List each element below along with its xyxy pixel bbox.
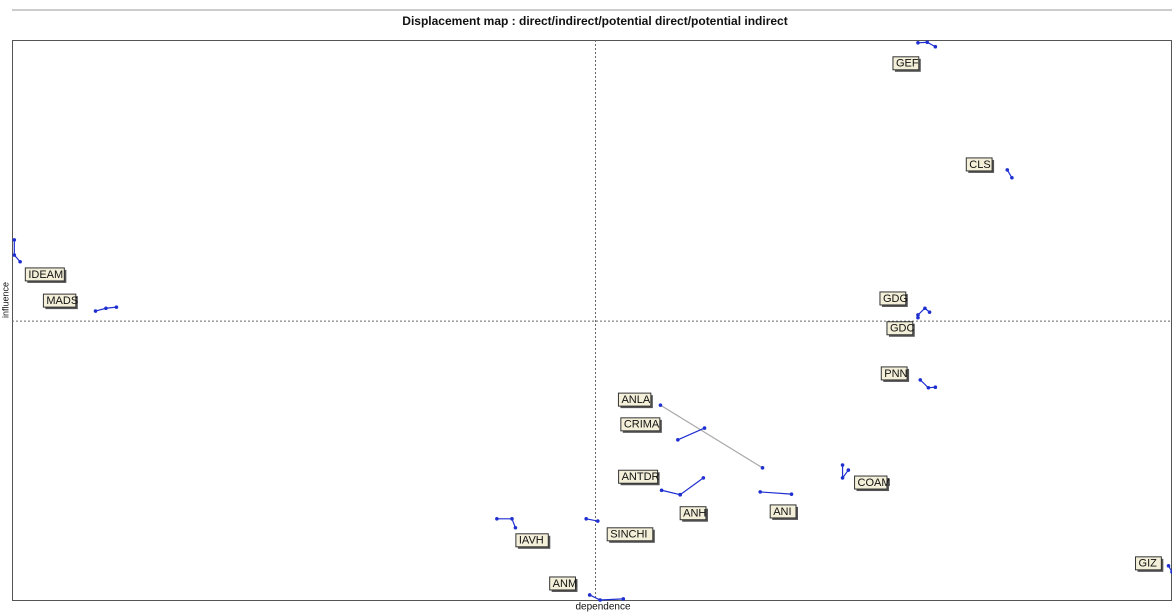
point bbox=[840, 463, 845, 467]
label-box bbox=[965, 157, 993, 172]
point bbox=[18, 259, 22, 264]
point bbox=[495, 517, 499, 521]
point bbox=[933, 44, 938, 49]
label-box bbox=[617, 392, 652, 407]
point bbox=[926, 385, 931, 390]
point-label: COAM bbox=[858, 477, 891, 489]
point bbox=[676, 438, 680, 442]
point bbox=[916, 313, 920, 317]
label-box bbox=[679, 506, 707, 521]
point bbox=[918, 378, 923, 382]
point bbox=[925, 40, 930, 45]
point bbox=[678, 492, 682, 497]
point-label: CLS bbox=[969, 159, 990, 171]
displacement-path bbox=[589, 594, 624, 601]
label-box bbox=[549, 576, 576, 591]
displacement-path bbox=[660, 404, 763, 469]
point bbox=[587, 593, 592, 597]
point-label: GEF bbox=[896, 58, 919, 70]
point bbox=[923, 306, 927, 311]
point bbox=[12, 253, 17, 257]
point-label: CRIMA bbox=[624, 419, 660, 431]
label-box bbox=[892, 56, 920, 71]
point bbox=[513, 525, 518, 530]
displacement-path bbox=[760, 491, 792, 495]
displacement-path bbox=[13, 239, 21, 263]
point bbox=[93, 309, 98, 313]
point-label: IDEAM bbox=[28, 269, 63, 281]
point bbox=[927, 310, 932, 314]
point bbox=[933, 385, 938, 390]
label-box bbox=[42, 293, 77, 308]
chart-title: Displacement map : direct/indirect/poten… bbox=[402, 14, 787, 28]
point-label: ANI bbox=[773, 506, 791, 518]
x-axis-label: dependence bbox=[575, 602, 630, 613]
label-box bbox=[606, 527, 654, 542]
label-box bbox=[886, 321, 914, 336]
point-label: GDC bbox=[890, 323, 915, 335]
point-label: SINCHI bbox=[610, 529, 647, 541]
label-box bbox=[1135, 556, 1162, 571]
label-box bbox=[515, 533, 549, 548]
displacement-path bbox=[677, 427, 705, 441]
point bbox=[658, 403, 663, 407]
point bbox=[916, 41, 920, 45]
point bbox=[104, 306, 108, 311]
point bbox=[12, 238, 17, 242]
point bbox=[701, 476, 706, 480]
point bbox=[659, 488, 664, 493]
point-label: PNN bbox=[884, 368, 907, 380]
point-label: ANTDR bbox=[622, 471, 660, 483]
point bbox=[702, 426, 707, 430]
point bbox=[596, 519, 600, 523]
point-label: IAVH bbox=[519, 535, 544, 547]
displacement-path bbox=[661, 477, 704, 496]
point bbox=[916, 315, 920, 320]
point-label: ANLA bbox=[621, 394, 650, 406]
point bbox=[789, 492, 794, 496]
point-label: MADS bbox=[46, 295, 78, 307]
point bbox=[510, 517, 514, 521]
label-box bbox=[24, 267, 65, 282]
point bbox=[114, 305, 119, 309]
point-label: GDG bbox=[883, 293, 908, 305]
displacement-path bbox=[586, 518, 598, 522]
plot-frame bbox=[12, 40, 1172, 601]
point-label: ANH bbox=[683, 508, 706, 520]
point bbox=[1010, 175, 1014, 180]
point bbox=[598, 598, 602, 602]
label-box bbox=[879, 291, 907, 306]
point bbox=[621, 597, 626, 601]
point-label: ANM bbox=[553, 578, 577, 590]
y-axis-label: influence bbox=[0, 282, 10, 318]
label-box bbox=[618, 469, 659, 484]
point bbox=[846, 468, 851, 472]
point bbox=[760, 466, 765, 470]
label-box bbox=[620, 417, 661, 432]
point bbox=[840, 476, 845, 480]
label-box bbox=[854, 475, 888, 490]
point bbox=[1166, 564, 1171, 568]
point bbox=[1005, 168, 1010, 172]
label-box bbox=[880, 366, 908, 381]
label-box bbox=[769, 504, 797, 519]
point bbox=[758, 490, 762, 494]
point bbox=[584, 517, 588, 521]
point-label: GIZ bbox=[1139, 558, 1158, 570]
